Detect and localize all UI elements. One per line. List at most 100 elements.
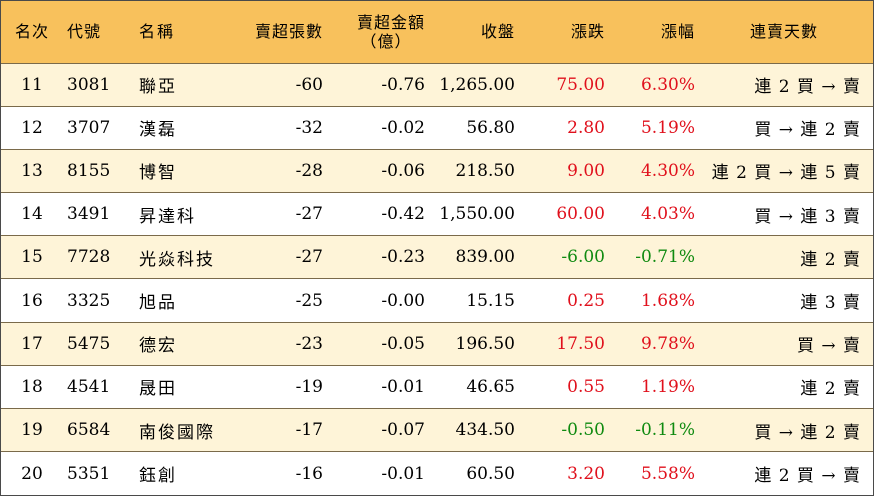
name-cell[interactable]: 旭品 [139,293,177,314]
code-cell: 3081 [67,74,111,95]
rank-cell: 16 [21,290,43,311]
lots-cell: -17 [295,420,323,441]
name-cell[interactable]: 晟田 [139,379,177,400]
code-cell: 4541 [67,376,111,397]
amount-cell: -0.42 [381,204,425,225]
lots-cell: -60 [295,74,323,95]
rank-cell: 17 [21,333,43,354]
amount-cell: -0.02 [381,117,425,138]
change-pct-cell: 1.68% [640,290,695,311]
name-cell[interactable]: 德宏 [139,336,177,357]
streak-cell: 連 2 賣 [800,379,861,400]
name-cell[interactable]: 昇達科 [139,206,196,227]
rank-cell: 18 [21,376,43,397]
change-pct-cell: 9.78% [640,333,695,354]
amount-cell: -0.01 [381,376,425,397]
name-cell[interactable]: 漢磊 [139,120,177,141]
rank-cell: 14 [21,204,43,225]
code-cell: 3491 [67,204,111,225]
lots-cell: -25 [295,290,323,311]
close-cell: 15.15 [466,290,515,311]
lots-cell: -27 [295,247,323,268]
amount-cell: -0.07 [381,420,425,441]
close-cell: 60.50 [466,463,515,484]
change-cell: 9.00 [567,160,605,181]
header-net-sell-lots[interactable]: 賣超張數 [254,22,323,42]
table-row[interactable]: 15 7728 光焱科技 -27 -0.23 839.00 -6.00 -0.7… [1,235,873,279]
table-row[interactable]: 11 3081 聯亞 -60 -0.76 1,265.00 75.00 6.30… [1,63,873,107]
lots-cell: -27 [295,204,323,225]
streak-cell: 連 2 買 → 賣 [754,466,861,487]
amount-cell: -0.06 [381,160,425,181]
rank-cell: 20 [21,463,43,484]
close-cell: 839.00 [455,247,515,268]
table-row[interactable]: 19 6584 南俊國際 -17 -0.07 434.50 -0.50 -0.1… [1,408,873,452]
name-cell[interactable]: 鈺創 [139,466,177,487]
lots-cell: -32 [295,117,323,138]
table-row[interactable]: 13 8155 博智 -28 -0.06 218.50 9.00 4.30% 連… [1,149,873,193]
streak-cell: 連 3 賣 [800,293,861,314]
streak-cell: 連 2 賣 [800,249,861,270]
name-cell[interactable]: 聯亞 [139,77,177,98]
name-cell[interactable]: 博智 [139,163,177,184]
header-rank[interactable]: 名次 [14,22,49,42]
name-cell[interactable]: 光焱科技 [139,249,215,270]
amount-cell: -0.00 [381,290,425,311]
change-cell: 2.80 [567,117,605,138]
streak-cell: 連 2 買 → 連 5 賣 [711,163,861,184]
rank-cell: 11 [21,74,43,95]
rank-cell: 19 [21,420,43,441]
header-code[interactable]: 代號 [67,22,102,42]
streak-cell: 買 → 連 2 賣 [754,422,861,443]
change-pct-cell: 6.30% [640,74,695,95]
name-cell[interactable]: 南俊國際 [139,422,215,443]
table-row[interactable]: 16 3325 旭品 -25 -0.00 15.15 0.25 1.68% 連 … [1,278,873,323]
lots-cell: -23 [295,333,323,354]
change-pct-cell: -0.71% [635,247,695,268]
streak-cell: 買 → 賣 [796,336,861,357]
change-pct-cell: 5.58% [640,463,695,484]
streak-cell: 買 → 連 3 賣 [754,206,861,227]
code-cell: 8155 [67,160,111,181]
change-cell: 3.20 [567,463,605,484]
change-pct-cell: 5.19% [640,117,695,138]
change-pct-cell: 1.19% [640,376,695,397]
change-pct-cell: 4.30% [640,160,695,181]
table-row[interactable]: 20 5351 鈺創 -16 -0.01 60.50 3.20 5.58% 連 … [1,451,873,495]
table-row[interactable]: 14 3491 昇達科 -27 -0.42 1,550.00 60.00 4.0… [1,192,873,236]
change-cell: 75.00 [556,74,605,95]
amount-cell: -0.23 [381,247,425,268]
header-streak[interactable]: 連賣天數 [749,22,818,42]
change-cell: 60.00 [556,204,605,225]
streak-cell: 買 → 連 2 賣 [754,120,861,141]
code-cell: 5351 [67,463,111,484]
close-cell: 1,265.00 [439,74,515,95]
change-cell: -6.00 [561,247,605,268]
rank-cell: 15 [21,247,43,268]
change-cell: 17.50 [556,333,605,354]
header-net-sell-amount[interactable]: 賣超金額 （億） [323,1,425,63]
header-change-pct[interactable]: 漲幅 [660,22,695,42]
change-pct-cell: -0.11% [635,420,695,441]
amount-cell: -0.76 [381,74,425,95]
header-net-sell-amount-line2: （億） [360,31,412,51]
lots-cell: -19 [295,376,323,397]
table-row[interactable]: 18 4541 晟田 -19 -0.01 46.65 0.55 1.19% 連 … [1,365,873,409]
header-row: 名次 代號 名稱 賣超張數 賣超金額 （億） 收盤 漲跌 漲幅 連賣天數 [1,1,873,63]
header-change[interactable]: 漲跌 [570,22,605,42]
amount-cell: -0.01 [381,463,425,484]
code-cell: 3707 [67,117,111,138]
close-cell: 46.65 [466,376,515,397]
rank-cell: 12 [21,117,43,138]
rank-cell: 13 [21,160,43,181]
header-net-sell-amount-line1: 賣超金額 [356,12,425,32]
close-cell: 196.50 [455,333,515,354]
table-row[interactable]: 12 3707 漢磊 -32 -0.02 56.80 2.80 5.19% 買 … [1,106,873,150]
table-row[interactable]: 17 5475 德宏 -23 -0.05 196.50 17.50 9.78% … [1,322,873,366]
header-close[interactable]: 收盤 [480,22,515,42]
close-cell: 218.50 [455,160,515,181]
header-name[interactable]: 名稱 [139,22,176,42]
change-cell: 0.25 [567,290,605,311]
